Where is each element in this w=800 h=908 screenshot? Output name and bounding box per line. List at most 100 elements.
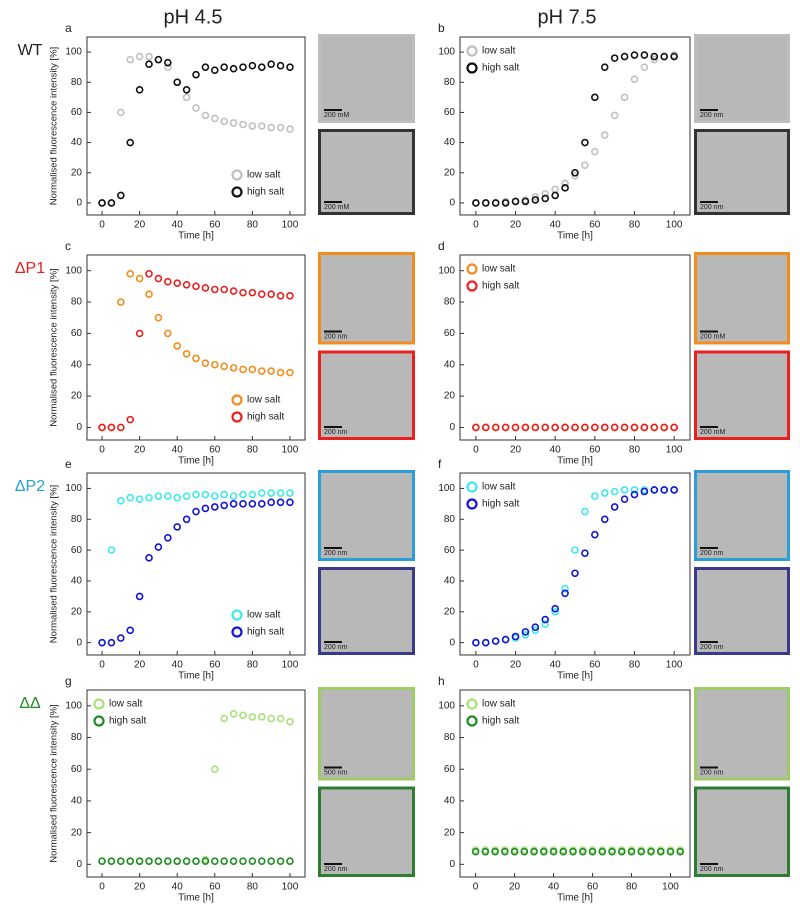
- legend-marker: [466, 263, 478, 275]
- data-point: [267, 60, 275, 68]
- data-point: [229, 500, 238, 508]
- data-point: [561, 179, 569, 188]
- data-point: [220, 285, 228, 294]
- data-point: [276, 498, 285, 507]
- x-tick-label: 0: [99, 660, 105, 671]
- plot-frame: [459, 472, 691, 656]
- data-point: [257, 290, 266, 298]
- x-axis-label: Time [h]: [557, 893, 593, 904]
- data-point: [511, 197, 520, 206]
- data-point: [98, 857, 106, 865]
- x-tick-label: 100: [282, 882, 299, 893]
- y-tick-label: 60: [444, 764, 456, 775]
- data-point: [182, 857, 191, 865]
- data-point: [126, 270, 135, 278]
- data-point: [600, 423, 609, 432]
- data-point: [650, 55, 659, 64]
- data-point: [192, 104, 200, 112]
- data-point: [650, 423, 659, 432]
- data-point: [145, 857, 153, 865]
- y-tick-label: 0: [76, 637, 82, 648]
- legend-label: high salt: [247, 627, 284, 638]
- data-point: [239, 120, 247, 129]
- data-point: [569, 847, 577, 856]
- panel-letter: f: [438, 457, 442, 471]
- data-point: [286, 498, 294, 507]
- data-point: [117, 857, 125, 865]
- data-point: [201, 857, 210, 865]
- data-point: [491, 199, 500, 207]
- x-tick-label: 60: [589, 220, 601, 231]
- data-point: [220, 490, 228, 499]
- data-point: [201, 504, 210, 513]
- legend-label: low salt: [247, 170, 281, 181]
- data-point: [571, 423, 579, 432]
- micrograph: [694, 252, 790, 345]
- scale-label: 200 nm: [700, 112, 724, 119]
- x-tick-label: 100: [282, 660, 299, 671]
- data-point: [154, 55, 163, 64]
- legend-label: low salt: [247, 610, 281, 621]
- data-point: [630, 51, 639, 59]
- data-point: [267, 290, 275, 298]
- data-point: [481, 847, 490, 856]
- x-axis-label: Time [h]: [557, 231, 593, 242]
- data-point: [600, 489, 609, 497]
- data-point: [578, 847, 587, 856]
- scale-label: 200 nm: [324, 550, 348, 557]
- x-tick-label: 0: [473, 445, 479, 456]
- data-point: [501, 635, 510, 644]
- data-point: [541, 423, 550, 432]
- data-point: [98, 638, 106, 647]
- scale-label: 200 nm: [700, 644, 724, 651]
- scale-bar: [324, 426, 342, 428]
- data-point: [248, 365, 257, 374]
- y-tick-label: 40: [444, 137, 456, 148]
- data-point: [286, 63, 294, 71]
- data-point: [630, 75, 639, 84]
- scale-bar: [700, 547, 718, 549]
- data-point: [581, 423, 589, 432]
- x-tick-label: 40: [172, 445, 184, 456]
- y-tick-label: 80: [71, 77, 83, 88]
- x-tick-label: 20: [134, 882, 146, 893]
- y-tick-label: 80: [444, 297, 456, 308]
- data-point: [257, 489, 266, 497]
- plot-frame: [459, 689, 691, 878]
- legend-marker: [466, 481, 478, 493]
- data-point: [201, 359, 210, 367]
- y-tick-label: 100: [438, 265, 455, 276]
- data-point: [173, 493, 182, 502]
- data-point: [521, 628, 530, 636]
- x-tick-label: 20: [509, 882, 521, 893]
- data-point: [164, 329, 172, 338]
- data-point: [164, 63, 172, 71]
- legend-marker: [466, 715, 478, 727]
- legend-label: low salt: [482, 46, 516, 57]
- data-point: [192, 857, 200, 865]
- micrograph: [694, 34, 790, 123]
- data-point: [551, 604, 559, 613]
- x-tick-label: 80: [629, 445, 641, 456]
- x-axis-label: Time [h]: [178, 231, 214, 242]
- y-tick-label: 20: [444, 827, 456, 838]
- data-point: [660, 486, 669, 494]
- y-tick-label: 0: [76, 198, 82, 209]
- data-point: [98, 423, 106, 432]
- legend-label: low salt: [482, 482, 516, 493]
- y-axis-label: Normalised fluorescence intensity [%]: [49, 268, 60, 426]
- x-tick-label: 80: [247, 445, 259, 456]
- data-point: [501, 423, 510, 432]
- y-tick-label: 80: [444, 514, 456, 525]
- data-point: [627, 847, 636, 856]
- y-tick-label: 20: [444, 167, 456, 178]
- data-point: [501, 199, 510, 207]
- x-tick-label: 20: [510, 220, 522, 231]
- data-point: [620, 423, 629, 432]
- data-point: [201, 490, 210, 499]
- data-point: [531, 196, 540, 204]
- panel-letter: b: [438, 21, 445, 35]
- data-point: [257, 713, 266, 721]
- data-point: [135, 592, 144, 601]
- data-point: [581, 138, 589, 147]
